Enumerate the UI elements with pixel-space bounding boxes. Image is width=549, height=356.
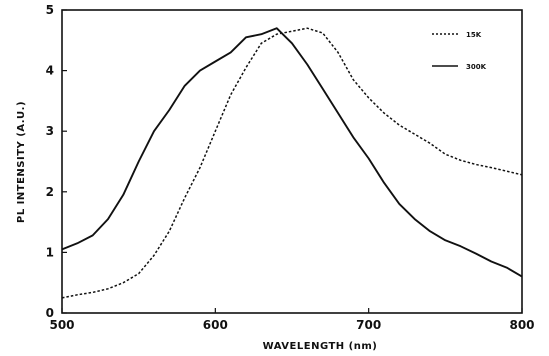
x-tick-label: 700 xyxy=(356,318,381,332)
y-axis-title: PL INTENSITY (A.U.) xyxy=(16,101,27,223)
y-axis-ticks: 0 1 2 3 4 5 xyxy=(46,3,67,320)
y-tick-label: 1 xyxy=(46,245,54,259)
y-tick-label: 5 xyxy=(46,3,54,17)
y-tick-label: 3 xyxy=(46,124,54,138)
legend-label-15k: 15K xyxy=(466,31,482,39)
legend: 15K 300K xyxy=(432,31,487,71)
y-tick-label: 2 xyxy=(46,185,54,199)
x-tick-label: 600 xyxy=(203,318,228,332)
x-axis-ticks: 500 600 700 800 xyxy=(49,308,535,332)
series-layer xyxy=(61,27,523,299)
x-tick-label: 500 xyxy=(49,318,74,332)
x-axis-title: WAVELENGTH (nm) xyxy=(263,341,378,352)
plot-frame xyxy=(61,9,523,314)
legend-label-300k: 300K xyxy=(466,63,487,71)
series-line-300k xyxy=(61,27,523,278)
series-line-15k xyxy=(61,27,523,299)
x-tick-label: 800 xyxy=(509,318,534,332)
y-tick-label: 0 xyxy=(46,306,54,320)
y-tick-label: 4 xyxy=(46,64,54,78)
